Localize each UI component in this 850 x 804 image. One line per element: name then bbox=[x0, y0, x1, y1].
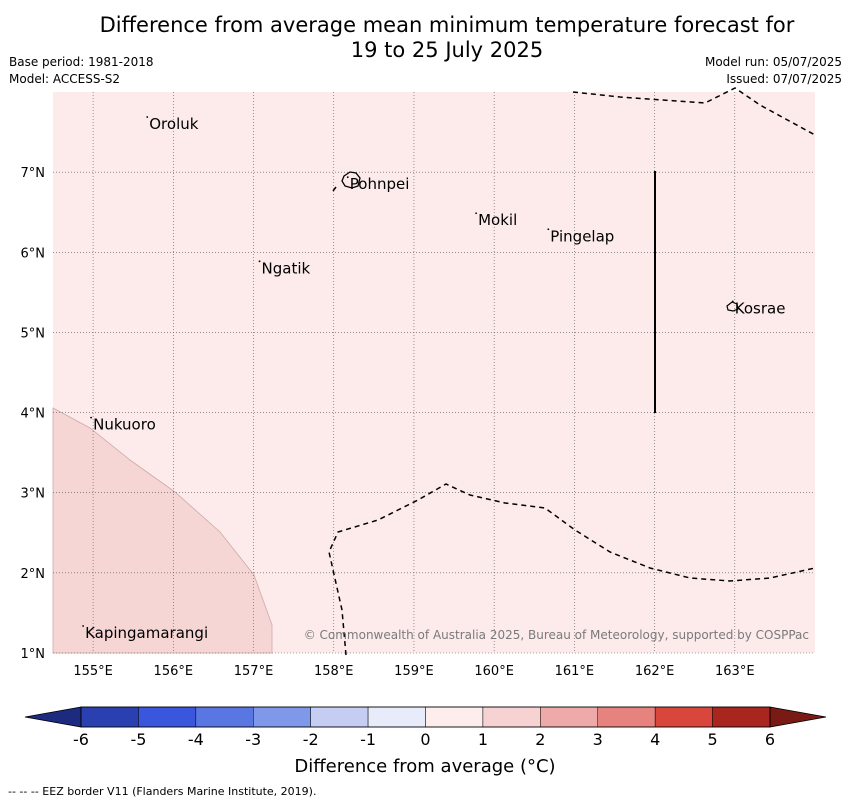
colorbar-tick-label: -5 bbox=[130, 730, 146, 749]
model-run: Model run: 05/07/2025 bbox=[704, 55, 842, 69]
base-period: Base period: 1981-2018 bbox=[9, 55, 154, 69]
colorbar-segment bbox=[482, 706, 541, 728]
place-label: Kosrae bbox=[735, 299, 786, 317]
place-label: Pohnpei bbox=[350, 175, 410, 193]
lat-tick-label: 5°N bbox=[21, 326, 46, 341]
colorbar-tick-label: 0 bbox=[420, 730, 430, 749]
place-marker bbox=[731, 300, 734, 303]
colorbar-segment bbox=[310, 706, 369, 728]
kosrae-island-icon bbox=[726, 301, 739, 312]
colorbar-tick-label: 5 bbox=[707, 730, 717, 749]
place-label: Mokil bbox=[478, 211, 517, 229]
colorbar-segment bbox=[712, 706, 771, 728]
eez-credit: -- -- -- EEZ border V11 (Flanders Marine… bbox=[8, 785, 317, 798]
colorbar-tick-label: 3 bbox=[593, 730, 603, 749]
lat-tick-label: 7°N bbox=[21, 166, 46, 181]
lat-tick-label: 2°N bbox=[21, 567, 46, 582]
pohnpei-island-icon bbox=[341, 171, 361, 189]
colorbar-tick-label: 1 bbox=[478, 730, 488, 749]
title-line-1: Difference from average mean minimum tem… bbox=[99, 13, 795, 37]
place-marker bbox=[90, 416, 93, 419]
colorbar-under-arrow bbox=[24, 706, 82, 728]
colorbar-tick-label: -6 bbox=[73, 730, 89, 749]
place-label: Ngatik bbox=[262, 259, 311, 277]
colorbar-frame bbox=[80, 706, 771, 728]
place-marker bbox=[82, 625, 84, 627]
lon-tick-label: 162°E bbox=[635, 664, 675, 679]
colorbar-segment bbox=[597, 706, 656, 728]
eez-borders bbox=[328, 87, 816, 656]
lon-tick-label: 156°E bbox=[154, 664, 194, 679]
lon-tick-label: 160°E bbox=[474, 664, 514, 679]
place-marker bbox=[547, 228, 550, 231]
eez-border-north bbox=[572, 87, 816, 136]
axis-ticks: 155°E 156°E 157°E 158°E 159°E 160°E 161°E 162°E… bbox=[21, 166, 755, 679]
colorbar-segment bbox=[80, 706, 139, 728]
colorbar-tick-label: -3 bbox=[245, 730, 261, 749]
meta-left: Base period: 1981-2018 Model: ACCESS-S2 bbox=[9, 54, 154, 88]
colorbar-over-arrow bbox=[769, 706, 827, 728]
colorbar-tick-label: 2 bbox=[535, 730, 545, 749]
title-line-2: 19 to 25 July 2025 bbox=[350, 38, 544, 62]
colorbar-segment bbox=[540, 706, 598, 728]
lon-tick-label: 161°E bbox=[555, 664, 595, 679]
colorbar-segment bbox=[654, 706, 713, 728]
place-label: Kapingamarangi bbox=[85, 624, 208, 642]
colorbar: -6 -5 -4 -3 -2 -1 0 1 2 3 4 5 6 bbox=[24, 706, 827, 749]
colorbar-tick-label: -2 bbox=[303, 730, 319, 749]
colorbar-label: Difference from average (°C) bbox=[294, 756, 556, 777]
eez-border-south bbox=[328, 483, 816, 656]
copyright-notice: © Commonwealth of Australia 2025, Bureau… bbox=[304, 628, 809, 642]
place-marker bbox=[475, 212, 478, 215]
place-label: Pingelap bbox=[550, 227, 614, 245]
place-label: Nukuoro bbox=[93, 416, 156, 434]
colorbar-tick-label: 4 bbox=[650, 730, 660, 749]
colorbar-segment bbox=[195, 706, 254, 728]
issued-date: Issued: 07/07/2025 bbox=[726, 72, 842, 86]
place-marker bbox=[346, 176, 349, 179]
eez-border-fragment bbox=[332, 186, 337, 192]
meta-right: Model run: 05/07/2025 Issued: 07/07/2025 bbox=[705, 54, 842, 88]
lat-tick-label: 4°N bbox=[21, 407, 46, 422]
place-marker bbox=[258, 260, 261, 263]
colorbar-tick-label: -1 bbox=[360, 730, 376, 749]
lon-tick-label: 158°E bbox=[314, 664, 354, 679]
lat-tick-label: 1°N bbox=[21, 647, 46, 662]
colorbar-tick-label: 6 bbox=[765, 730, 775, 749]
model-name: Model: ACCESS-S2 bbox=[9, 72, 121, 86]
colorbar-segment bbox=[253, 706, 311, 728]
colorbar-segment bbox=[367, 706, 426, 728]
colorbar-segment bbox=[138, 706, 197, 728]
place-marker bbox=[146, 116, 149, 118]
lat-tick-label: 6°N bbox=[21, 246, 46, 261]
lat-tick-label: 3°N bbox=[21, 487, 46, 502]
lon-tick-label: 157°E bbox=[234, 664, 274, 679]
place-label: Oroluk bbox=[149, 115, 198, 133]
anomaly-region bbox=[52, 407, 273, 654]
graticule bbox=[53, 92, 815, 654]
lon-tick-label: 155°E bbox=[73, 664, 113, 679]
lon-tick-label: 159°E bbox=[394, 664, 434, 679]
colorbar-tick-label: -4 bbox=[188, 730, 204, 749]
map-title: Difference from average mean minimum tem… bbox=[0, 13, 850, 63]
colorbar-segment bbox=[425, 706, 484, 728]
lon-tick-label: 163°E bbox=[715, 664, 755, 679]
place-labels: Oroluk Pohnpei Mokil Pingelap Ngatik Kosrae Nu… bbox=[82, 115, 785, 642]
